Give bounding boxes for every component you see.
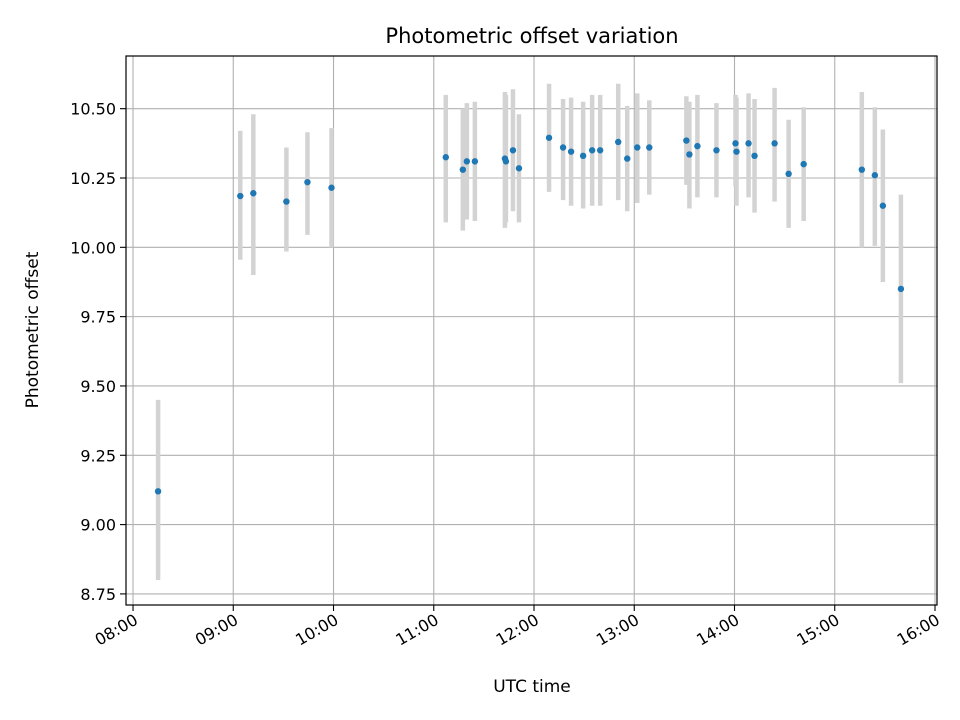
data-point bbox=[545, 134, 553, 141]
y-tick-label: 10.25 bbox=[70, 169, 116, 188]
data-point bbox=[596, 147, 604, 154]
data-point bbox=[588, 147, 596, 154]
y-tick-label: 10.50 bbox=[70, 100, 116, 119]
data-point bbox=[871, 172, 879, 179]
y-tick-label: 9.00 bbox=[80, 516, 116, 535]
data-point bbox=[615, 138, 622, 146]
data-point bbox=[559, 144, 567, 151]
data-point bbox=[237, 192, 244, 200]
data-point bbox=[858, 166, 866, 173]
data-point bbox=[471, 158, 479, 165]
y-axis-label: Photometric offset bbox=[23, 251, 43, 408]
data-point bbox=[154, 488, 162, 495]
data-point bbox=[509, 147, 517, 154]
data-point bbox=[634, 144, 641, 151]
data-point bbox=[304, 178, 311, 186]
x-axis-label: UTC time bbox=[493, 677, 571, 697]
data-point bbox=[879, 202, 887, 209]
data-point bbox=[771, 140, 778, 147]
data-point bbox=[442, 154, 449, 161]
data-point bbox=[785, 170, 792, 178]
data-point bbox=[713, 147, 720, 154]
data-point bbox=[694, 142, 701, 150]
data-point bbox=[515, 165, 523, 172]
data-point bbox=[800, 160, 807, 168]
data-point bbox=[732, 140, 739, 147]
y-axis-ticks: 8.75 9.00 9.25 9.50 9.75 10.00 10.25 10.50 bbox=[70, 100, 126, 604]
data-point bbox=[733, 148, 740, 155]
data-point bbox=[502, 158, 510, 165]
y-tick-label: 9.50 bbox=[80, 377, 116, 396]
y-tick-label: 8.75 bbox=[80, 585, 116, 604]
data-point bbox=[646, 144, 653, 151]
data-point bbox=[250, 190, 257, 197]
data-point bbox=[624, 155, 631, 162]
plot-frame bbox=[125, 55, 938, 606]
data-point bbox=[459, 166, 467, 173]
data-point bbox=[283, 198, 290, 205]
data-point bbox=[328, 184, 335, 191]
data-point bbox=[745, 140, 752, 147]
data-point bbox=[463, 158, 471, 165]
data-point bbox=[579, 152, 587, 160]
data-point bbox=[683, 137, 690, 144]
data-point bbox=[686, 151, 693, 158]
y-tick-label: 9.75 bbox=[80, 308, 116, 327]
data-point bbox=[567, 148, 575, 155]
y-tick-label: 9.25 bbox=[80, 446, 116, 465]
data-point bbox=[751, 152, 758, 160]
data-point bbox=[897, 285, 905, 293]
chart-title: Photometric offset variation bbox=[385, 24, 678, 48]
data-points bbox=[154, 134, 905, 495]
y-tick-label: 10.00 bbox=[70, 238, 116, 257]
